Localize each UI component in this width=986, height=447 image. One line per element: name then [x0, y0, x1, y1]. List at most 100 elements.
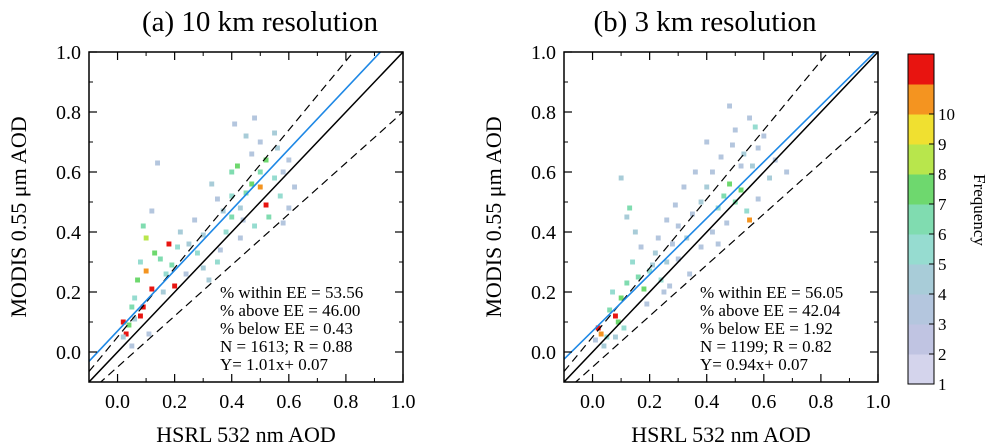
- panel-b-cell: [747, 217, 752, 223]
- colorbar-block: [908, 204, 934, 235]
- panel-b-cell: [784, 169, 790, 175]
- panel-a-y-tick-label: 0.4: [56, 222, 81, 244]
- panel-b-cell: [607, 307, 613, 313]
- panel-a-cell: [143, 268, 149, 274]
- panel-b-cell: [650, 262, 655, 268]
- panel-a-x-tick-label: 0.6: [276, 391, 301, 413]
- panel-a-cell: [152, 250, 158, 256]
- panel-a-cell: [229, 193, 235, 199]
- panel-a-cell: [232, 121, 238, 127]
- panel-b-cell: [667, 283, 673, 289]
- panel-a-stat-regression: Y= 1.01x+ 0.07: [220, 355, 328, 374]
- panel-a-cell: [140, 223, 146, 229]
- colorbar-blocks: [908, 54, 934, 385]
- panel-a-stat-within: % within EE = 53.56: [220, 283, 363, 302]
- panel-b-cell: [630, 259, 635, 265]
- panel-a-cell: [166, 241, 172, 247]
- panel-b-cell: [690, 211, 695, 217]
- panel-b-cell: [672, 202, 678, 208]
- panel-a-plot-frame: [88, 51, 404, 383]
- panel-a-cell: [229, 169, 235, 175]
- panel-a-cell: [280, 169, 286, 175]
- panel-a-cell: [177, 229, 183, 235]
- panel-a-cell: [272, 175, 277, 181]
- panel-b-cell: [613, 334, 618, 340]
- panel-a-cell: [215, 196, 220, 202]
- panel-a-cell: [272, 130, 277, 136]
- panel-b-regression-line: [564, 52, 877, 360]
- panel-b-cell: [727, 181, 732, 187]
- panel-b-stats: % within EE = 56.05 % above EE = 42.04 %…: [700, 283, 843, 374]
- panel-a-cell: [243, 133, 249, 139]
- panel-b-cell: [747, 115, 752, 121]
- panel-a-cell: [237, 235, 243, 241]
- colorbar-block: [908, 84, 934, 115]
- panel-a-cell: [155, 160, 160, 166]
- panel-b-cell: [718, 154, 724, 160]
- panel-a-one-to-one-line: [89, 52, 403, 382]
- panel-b-cell: [732, 127, 738, 133]
- panel-a-cell: [138, 259, 143, 265]
- panel-a-cell: [209, 181, 215, 187]
- panel-b-cell: [687, 271, 693, 277]
- panel-b-one-to-one-line: [564, 52, 878, 382]
- panel-b-x-tick-label: 0.6: [751, 391, 776, 413]
- colorbar-tick-labels: 1 2 3 4 5 6 7 8 9 10: [929, 105, 955, 394]
- panel-b-x-tick-label: 1.0: [866, 391, 891, 413]
- colorbar-block: [908, 264, 934, 295]
- panel-b-cell: [744, 208, 750, 214]
- panel-a-x-tick-label: 0.2: [162, 391, 187, 413]
- panel-b-stat-regression: Y= 0.94x+ 0.07: [700, 355, 808, 374]
- panel-a-cell: [215, 259, 220, 265]
- panel-a-cell: [183, 271, 189, 277]
- colorbar-block: [908, 144, 934, 175]
- panel-a-x-tick-label: 1.0: [391, 391, 416, 413]
- panel-b-cell: [698, 199, 704, 205]
- panel-b-cell: [752, 124, 758, 130]
- panel-b-y-tick-label: 1.0: [531, 42, 556, 64]
- panel-a-cell: [220, 208, 226, 214]
- panel-a-cell: [223, 229, 229, 235]
- panel-a-cell: [266, 214, 272, 220]
- panel-b-cell: [595, 325, 601, 331]
- panel-b-cell: [755, 145, 761, 151]
- panel-a-x-tick-label: 0.8: [333, 391, 358, 413]
- panel-a: (a) 10 km resolution 0.00.00.20.20.40.40…: [6, 6, 416, 447]
- panel-b-cell: [661, 289, 667, 295]
- panel-a-cell: [257, 169, 263, 175]
- panel-b-cell: [670, 241, 675, 247]
- panel-b-cell: [738, 163, 744, 169]
- panel-b-cell: [761, 133, 767, 139]
- panel-a-x-tick-label: 0.0: [105, 391, 130, 413]
- panel-b-cell: [632, 229, 638, 235]
- panel-b-cell: [621, 325, 627, 331]
- panel-b-stat-above: % above EE = 42.04: [700, 301, 841, 320]
- panel-a-cell: [200, 265, 206, 271]
- panel-a-title: (a) 10 km resolution: [142, 6, 378, 38]
- panel-b-cell: [641, 286, 647, 292]
- panel-b-cell: [724, 220, 730, 226]
- panel-b-y-tick-label: 0.4: [531, 222, 556, 244]
- panel-a-cell: [243, 190, 249, 196]
- panel-b-cell: [704, 184, 710, 190]
- colorbar-tick-label: 8: [938, 165, 947, 184]
- panel-a-cell: [277, 193, 283, 199]
- colorbar-tick-label: 1: [938, 375, 947, 394]
- colorbar-tick-label: 7: [938, 195, 947, 214]
- panel-a-ee-upper-line: [89, 52, 355, 372]
- panel-a-cell: [186, 241, 192, 247]
- panel-a-cell: [206, 277, 212, 283]
- colorbar-block: [908, 234, 934, 265]
- panel-b-y-tick-label: 0.8: [531, 102, 556, 124]
- panel-b-cell: [598, 331, 604, 337]
- colorbar-tick-label: 10: [938, 105, 955, 124]
- panel-a-cell: [286, 157, 292, 163]
- panel-b-x-axis-label: HSRL 532 nm AOD: [631, 422, 810, 447]
- panel-a-cell: [120, 319, 126, 325]
- panel-b-cell: [715, 241, 721, 247]
- panel-a-cell: [192, 217, 198, 223]
- panel-a-cell: [257, 184, 263, 190]
- panel-a-cell: [160, 289, 166, 295]
- panel-b-x-tick-label: 0.2: [637, 391, 662, 413]
- panel-b-x-tick-label: 0.0: [580, 391, 605, 413]
